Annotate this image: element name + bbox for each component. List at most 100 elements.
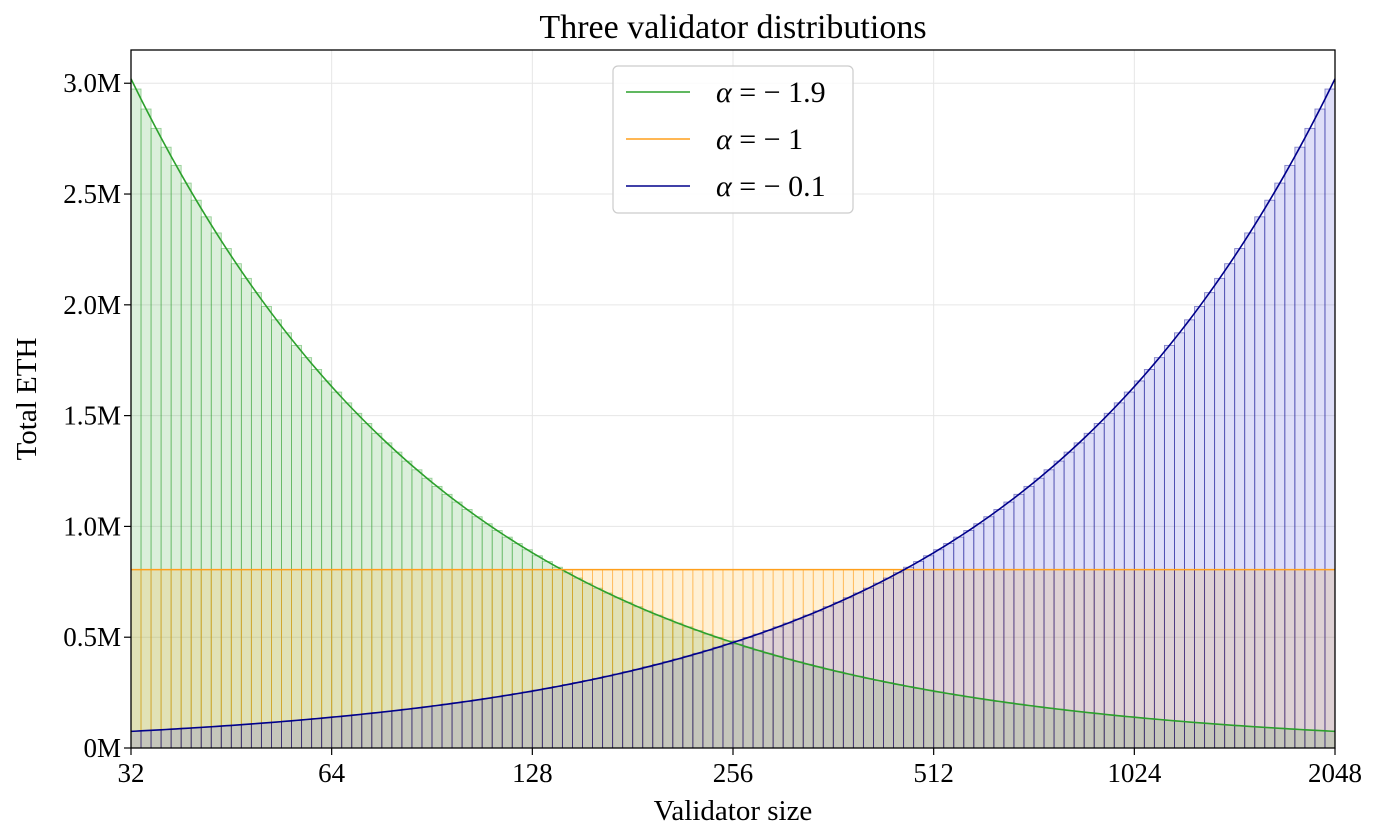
histogram-bar (973, 523, 985, 749)
histogram-bar (592, 677, 604, 749)
histogram-bar (371, 712, 383, 749)
histogram-bar (260, 722, 272, 749)
histogram-bar (250, 723, 262, 749)
histogram-bar (160, 569, 172, 749)
histogram-bar (1073, 442, 1085, 749)
histogram-bar (271, 721, 282, 749)
x-tick-label: 64 (318, 758, 346, 788)
histogram-bar (772, 626, 784, 749)
x-tick-label: 256 (713, 758, 754, 788)
histogram-bar (160, 729, 172, 749)
histogram-bar (1274, 182, 1286, 749)
histogram-bar (491, 696, 503, 749)
legend-box (612, 65, 854, 214)
histogram-bar (963, 530, 975, 749)
histogram-bar (672, 658, 684, 749)
histogram-bar (742, 637, 754, 749)
y-tick-label: 1.5M (63, 401, 121, 431)
histogram-bar (170, 569, 182, 749)
histogram-bar (702, 649, 714, 749)
x-axis-label: Validator size (654, 795, 813, 827)
histogram-bar (511, 693, 523, 749)
histogram-bar (401, 708, 413, 749)
histogram-bar (632, 668, 644, 749)
histogram-bar (1003, 501, 1015, 749)
histogram-bar (652, 663, 664, 749)
histogram-bar (602, 675, 614, 749)
histogram-bar (1244, 232, 1256, 749)
histogram-bar (692, 652, 704, 749)
histogram-bar (130, 569, 142, 749)
histogram-bar (712, 646, 724, 749)
histogram-bar (873, 582, 884, 749)
histogram-bar (903, 566, 915, 749)
histogram-bar (411, 707, 423, 749)
histogram-bar (993, 509, 1005, 749)
bar-series-3 (130, 88, 1336, 749)
histogram-bar (170, 728, 182, 749)
histogram-bar (240, 723, 252, 749)
histogram-bar (572, 682, 583, 749)
histogram-bar (1083, 432, 1095, 749)
histogram-bar (551, 686, 563, 749)
histogram-bar (461, 700, 473, 749)
y-tick-label: 3.0M (63, 68, 121, 98)
histogram-bar (421, 706, 433, 749)
histogram-bar (130, 730, 142, 749)
histogram-bar (1204, 292, 1216, 749)
x-tick-label: 32 (118, 758, 145, 788)
legend-label: α = − 0.1 (716, 170, 826, 203)
histogram-bar (1294, 146, 1306, 749)
histogram-bar (230, 724, 242, 749)
histogram-bar (1194, 305, 1206, 749)
histogram-bar (1264, 199, 1276, 749)
histogram-bar (441, 703, 453, 749)
histogram-bars (130, 88, 1336, 749)
histogram-bar (361, 713, 373, 749)
histogram-bar (190, 569, 202, 749)
histogram-bar (1304, 127, 1316, 749)
x-tick-label: 128 (512, 758, 553, 788)
histogram-bar (260, 569, 272, 749)
legend: α = − 1.9 α = − 1 α = − 0.1 (612, 65, 854, 214)
histogram-bar (1143, 369, 1155, 749)
y-tick-label: 2.5M (63, 179, 121, 209)
histogram-bar (521, 691, 533, 749)
histogram-bar (1153, 357, 1165, 749)
histogram-bar (210, 725, 222, 749)
legend-item: α = − 1 (626, 123, 803, 156)
histogram-bar (311, 718, 323, 749)
histogram-bar (150, 569, 162, 749)
histogram-bar (1324, 88, 1336, 749)
histogram-bar (451, 702, 463, 749)
axis-ticks: 32 64 128 256 512 1024 2048 0M 0.5M 1.0M 1.5M 2.0M 2… (63, 68, 1362, 788)
histogram-bar (341, 715, 353, 749)
histogram-bar (321, 717, 333, 749)
histogram-bar (381, 711, 393, 749)
histogram-bar (220, 569, 232, 749)
histogram-bar (913, 561, 925, 749)
histogram-bar (200, 726, 212, 749)
histogram-bar (782, 622, 794, 749)
histogram-bar (190, 727, 202, 749)
histogram-bar (682, 655, 694, 749)
histogram-bar (240, 569, 252, 749)
histogram-bar (1234, 248, 1246, 749)
y-axis-label: Total ETH (11, 338, 43, 461)
histogram-bar (140, 569, 152, 749)
histogram-bar (722, 643, 734, 749)
legend-label: α = − 1 (716, 123, 803, 156)
histogram-bar (1314, 108, 1326, 749)
histogram-bar (501, 694, 513, 749)
histogram-bar (983, 516, 995, 749)
histogram-bar (1224, 263, 1236, 749)
histogram-bar (1254, 216, 1266, 749)
histogram-bar (792, 618, 804, 749)
histogram-bar (531, 689, 543, 749)
y-tick-label: 0.5M (63, 622, 121, 652)
histogram-bar (1063, 451, 1075, 749)
histogram-bar (180, 569, 192, 749)
histogram-bar (662, 661, 674, 749)
chart-title: Three validator distributions (539, 9, 926, 46)
histogram-bar (481, 697, 493, 749)
